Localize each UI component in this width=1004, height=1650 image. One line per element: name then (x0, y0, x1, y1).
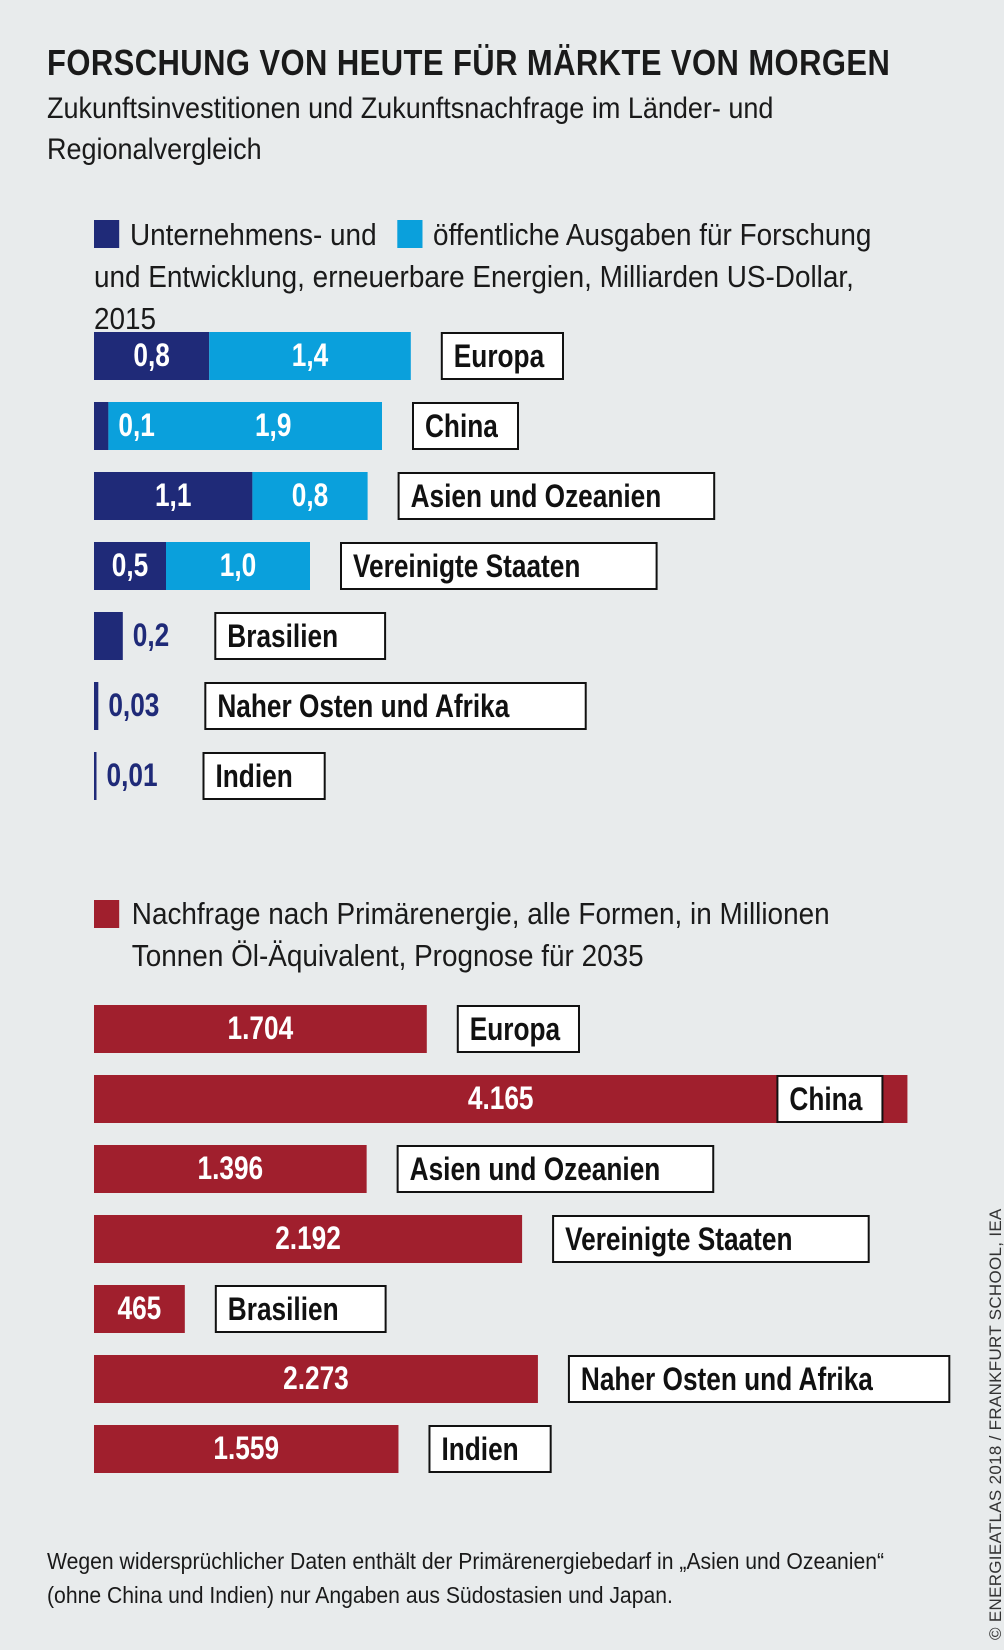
bar-demand-asien-und-ozeanien (94, 1145, 367, 1193)
bar-demand-brasilien (94, 1285, 185, 1333)
demand-category-label-vereinigte-staaten-box (552, 1215, 870, 1263)
bar-demand-indien (94, 1425, 399, 1473)
label-company-china: 0,1 (118, 409, 154, 444)
legend-demand: Nachfrage nach Primärenergie, alle Forme… (94, 893, 886, 977)
bar-demand-china (94, 1075, 908, 1123)
demand-category-label-europa: Europa (470, 1013, 561, 1048)
category-label-china: China (425, 410, 499, 445)
label-demand-europa: 1.704 (228, 1012, 294, 1047)
bar-company-china (94, 402, 109, 450)
demand-category-label-asien-und-ozeanien-box (396, 1145, 715, 1193)
legend-spending: Unternehmens- und öffentliche Ausgaben f… (94, 214, 886, 340)
label-company-indien: 0,01 (107, 759, 158, 794)
legend-swatch-public (396, 220, 423, 248)
bar-demand-naher-osten-und-afrika (94, 1355, 538, 1403)
demand-category-label-indien: Indien (441, 1433, 518, 1468)
label-demand-vereinigte-staaten: 2.192 (275, 1222, 341, 1257)
category-label-vereinigte-staaten: Vereinigte Staaten (353, 550, 580, 585)
source-credit: © ENERGIEATLAS 2018 / FRANKFURT SCHOOL, … (986, 1208, 1004, 1640)
category-label-europa: Europa (454, 340, 545, 375)
label-public-china: 1,9 (255, 409, 291, 444)
label-public-europa: 1,4 (292, 339, 329, 374)
label-demand-indien: 1.559 (213, 1432, 279, 1467)
legend-swatch-demand (94, 900, 120, 928)
legend-label-demand: Nachfrage nach Primärenergie, alle Forme… (131, 896, 830, 973)
category-label-vereinigte-staaten-box (340, 542, 658, 590)
category-label-asien-und-ozeanien: Asien und Ozeanien (411, 480, 662, 515)
category-label-asien-und-ozeanien-box (397, 472, 716, 520)
bar-public-vereinigte-staaten (166, 542, 310, 590)
legend-swatch-company (94, 220, 120, 248)
demand-category-label-indien-box (428, 1425, 552, 1473)
label-public-vereinigte-staaten: 1,0 (220, 549, 256, 584)
demand-category-label-asien-und-ozeanien: Asien und Ozeanien (410, 1153, 661, 1188)
bar-company-indien (94, 752, 97, 800)
label-company-europa: 0,8 (133, 339, 169, 374)
bar-company-vereinigte-staaten (94, 542, 166, 590)
label-company-vereinigte-staaten: 0,5 (112, 549, 148, 584)
demand-category-label-china: China (789, 1083, 863, 1118)
page-subtitle: Zukunftsinvestitionen und Zukunftsnachfr… (47, 92, 774, 166)
bar-company-asien-und-ozeanien (94, 472, 253, 520)
bar-company-naher-osten-und-afrika (94, 682, 99, 730)
legend-label-company: Unternehmens- und (130, 217, 377, 252)
label-demand-naher-osten-und-afrika: 2.273 (283, 1362, 349, 1397)
label-company-naher-osten-und-afrika: 0,03 (108, 689, 159, 724)
label-demand-asien-und-ozeanien: 1.396 (197, 1152, 263, 1187)
bar-public-europa (209, 332, 411, 380)
label-company-asien-und-ozeanien: 1,1 (155, 479, 191, 514)
demand-category-label-naher-osten-und-afrika-box (567, 1355, 951, 1403)
bar-company-europa (94, 332, 210, 380)
demand-category-label-europa-box (456, 1005, 580, 1053)
category-label-china-box (412, 402, 519, 450)
demand-category-label-brasilien: Brasilien (228, 1293, 339, 1328)
demand-category-label-naher-osten-und-afrika: Naher Osten und Afrika (581, 1363, 874, 1398)
footnote: Wegen widersprüchlicher Daten enthält de… (47, 1548, 885, 1608)
label-company-brasilien: 0,2 (133, 619, 169, 654)
demand-category-label-china-box (776, 1075, 884, 1123)
legend-label-public: öffentliche Ausgaben für Forschung und E… (94, 217, 872, 336)
bar-company-brasilien (94, 612, 123, 660)
demand-category-label-brasilien-box (214, 1285, 387, 1333)
label-demand-brasilien: 465 (118, 1292, 162, 1327)
bar-demand-vereinigte-staaten (94, 1215, 523, 1263)
demand-category-label-vereinigte-staaten: Vereinigte Staaten (565, 1223, 792, 1258)
category-label-brasilien: Brasilien (227, 620, 338, 655)
label-public-asien-und-ozeanien: 0,8 (292, 479, 328, 514)
category-label-naher-osten-und-afrika-box (204, 682, 587, 730)
category-label-indien-box (202, 752, 326, 800)
category-label-brasilien-box (214, 612, 387, 660)
category-label-naher-osten-und-afrika: Naher Osten und Afrika (217, 690, 510, 725)
bar-demand-europa (94, 1005, 427, 1053)
category-label-indien: Indien (216, 760, 293, 795)
bar-public-china (108, 402, 383, 450)
page-title: FORSCHUNG VON HEUTE FÜR MÄRKTE VON MORGE… (47, 42, 891, 83)
bar-public-asien-und-ozeanien (252, 472, 368, 520)
category-label-europa-box (440, 332, 564, 380)
label-demand-china: 4.165 (468, 1082, 534, 1117)
